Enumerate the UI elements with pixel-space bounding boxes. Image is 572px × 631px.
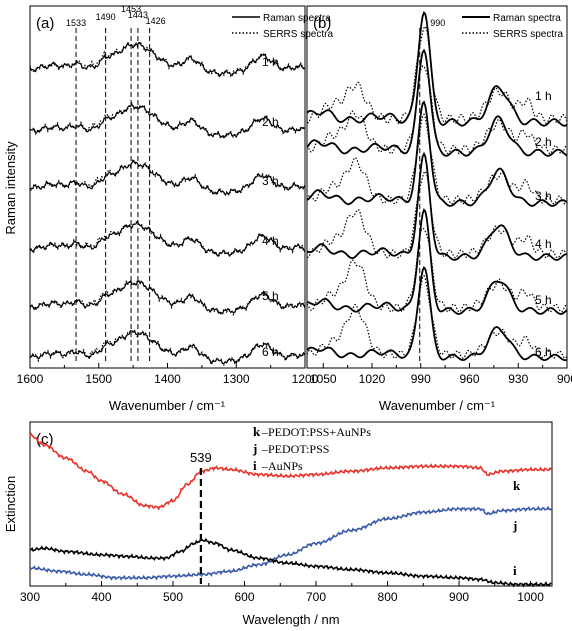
extinction-curve-j <box>29 505 552 581</box>
serrs-spectrum-line <box>306 274 568 360</box>
peak-annotation: 539 <box>190 450 212 465</box>
panel-c-frame <box>29 421 553 587</box>
x-tick-label: 500 <box>163 590 183 604</box>
extinction-curve-i <box>29 537 552 588</box>
time-label: 6 h <box>262 345 279 359</box>
x-tick-label: 1500 <box>85 372 112 386</box>
raman-spectrum-line <box>306 265 568 362</box>
time-label: 5 h <box>535 293 552 307</box>
raman-spectrum-line <box>29 159 306 197</box>
marker-label: 1426 <box>146 16 166 26</box>
x-tick-label: 1400 <box>154 372 181 386</box>
raman-spectrum-line <box>306 151 568 261</box>
panel-a-label: (a) <box>36 15 54 32</box>
serrs-spectrum-line <box>29 279 306 317</box>
legend-text-j: –PEDOT:PSS <box>261 442 329 456</box>
marker-label: 1533 <box>66 18 86 28</box>
legend-raman-label: Raman spectra <box>263 13 331 24</box>
panel-c: (c) Wavelength / nm Extinction 300 400 500… <box>3 421 553 627</box>
extinction-curve-k <box>29 432 552 511</box>
raman-spectrum-line <box>306 100 568 207</box>
panel-b-xlabel: Wavenumber / cm⁻¹ <box>379 398 496 413</box>
serrs-spectrum-line <box>306 227 568 313</box>
panel-a-ylabel: Raman intensity <box>3 141 18 235</box>
x-tick-label: 1050 <box>310 372 337 386</box>
x-tick-label: 600 <box>235 590 255 604</box>
curve-label-k: k <box>513 478 521 493</box>
serrs-spectrum-line <box>29 221 306 259</box>
x-tick-label: 1020 <box>359 372 386 386</box>
x-tick-label: 990 <box>411 372 431 386</box>
serrs-spectrum-line <box>29 328 306 367</box>
x-tick-label: 1000 <box>517 590 544 604</box>
panel-b-frame <box>306 5 568 369</box>
panel-b-legend: Raman spectra SERRS spectra <box>462 13 563 40</box>
panel-a: (a) Wavenumber / cm⁻¹ Raman intensity 16… <box>3 4 333 413</box>
marker-label: 1490 <box>96 12 116 22</box>
curve-label-j: j <box>512 518 517 533</box>
serrs-spectrum-line <box>306 65 568 155</box>
panel-b-label: (b) <box>313 15 331 32</box>
legend-serrs-label: SERRS spectra <box>263 29 333 40</box>
raman-spectrum-line <box>306 208 568 315</box>
x-tick-label: 300 <box>20 590 40 604</box>
marker-label: 990 <box>430 18 445 28</box>
x-tick-label: 900 <box>557 372 572 386</box>
serrs-spectrum-line <box>29 157 306 197</box>
x-tick-label: 1600 <box>17 372 44 386</box>
time-label: 3 h <box>262 174 279 188</box>
marker-label: 1453 <box>121 4 141 14</box>
serrs-spectrum-line <box>29 101 306 140</box>
time-label: 2 h <box>262 115 279 129</box>
x-tick-label: 400 <box>91 590 111 604</box>
x-tick-label: 900 <box>449 590 469 604</box>
serrs-spectrum-line <box>306 113 568 205</box>
panel-c-legend: k –PEDOT:PSS+AuNPs j –PEDOT:PSS i –AuNPs <box>252 424 371 473</box>
x-tick-label: 1200 <box>292 372 319 386</box>
panel-a-xlabel: Wavenumber / cm⁻¹ <box>109 398 226 413</box>
time-label: 6 h <box>535 345 552 359</box>
panel-c-ylabel: Extinction <box>3 476 18 532</box>
serrs-spectrum-line <box>306 170 568 259</box>
x-tick-label: 700 <box>306 590 326 604</box>
x-tick-label: 960 <box>459 372 479 386</box>
legend-text-i: –AuNPs <box>261 459 303 473</box>
x-tick-label: 1300 <box>223 372 250 386</box>
panel-a-legend: Raman spectra SERRS spectra <box>232 13 333 40</box>
x-tick-label: 800 <box>378 590 398 604</box>
time-label: 1 h <box>535 89 552 103</box>
time-label: 5 h <box>262 289 279 303</box>
serrs-spectrum-line <box>29 40 306 78</box>
raman-spectrum-line <box>306 10 568 127</box>
legend-text-k: –PEDOT:PSS+AuNPs <box>261 425 371 439</box>
panel-b: (b) Wavenumber / cm⁻¹ 1050 1020 990 960 930 9… <box>306 5 572 413</box>
legend-key-k: k <box>253 424 261 439</box>
legend-raman-label: Raman spectra <box>493 13 561 24</box>
curve-label-i: i <box>513 563 517 578</box>
time-label: 1 h <box>262 55 279 69</box>
serrs-spectrum-line <box>306 25 568 125</box>
panel-c-xlabel: Wavelength / nm <box>242 612 339 627</box>
legend-key-i: i <box>253 458 257 473</box>
legend-key-j: j <box>252 441 257 456</box>
time-label: 4 h <box>535 237 552 251</box>
legend-serrs-label: SERRS spectra <box>493 29 563 40</box>
x-tick-label: 930 <box>508 372 528 386</box>
time-label: 2 h <box>535 135 552 149</box>
marker-label: 1443 <box>128 10 148 20</box>
time-label: 4 h <box>262 234 279 248</box>
raman-spectrum-line <box>306 48 568 157</box>
time-label: 3 h <box>535 189 552 203</box>
